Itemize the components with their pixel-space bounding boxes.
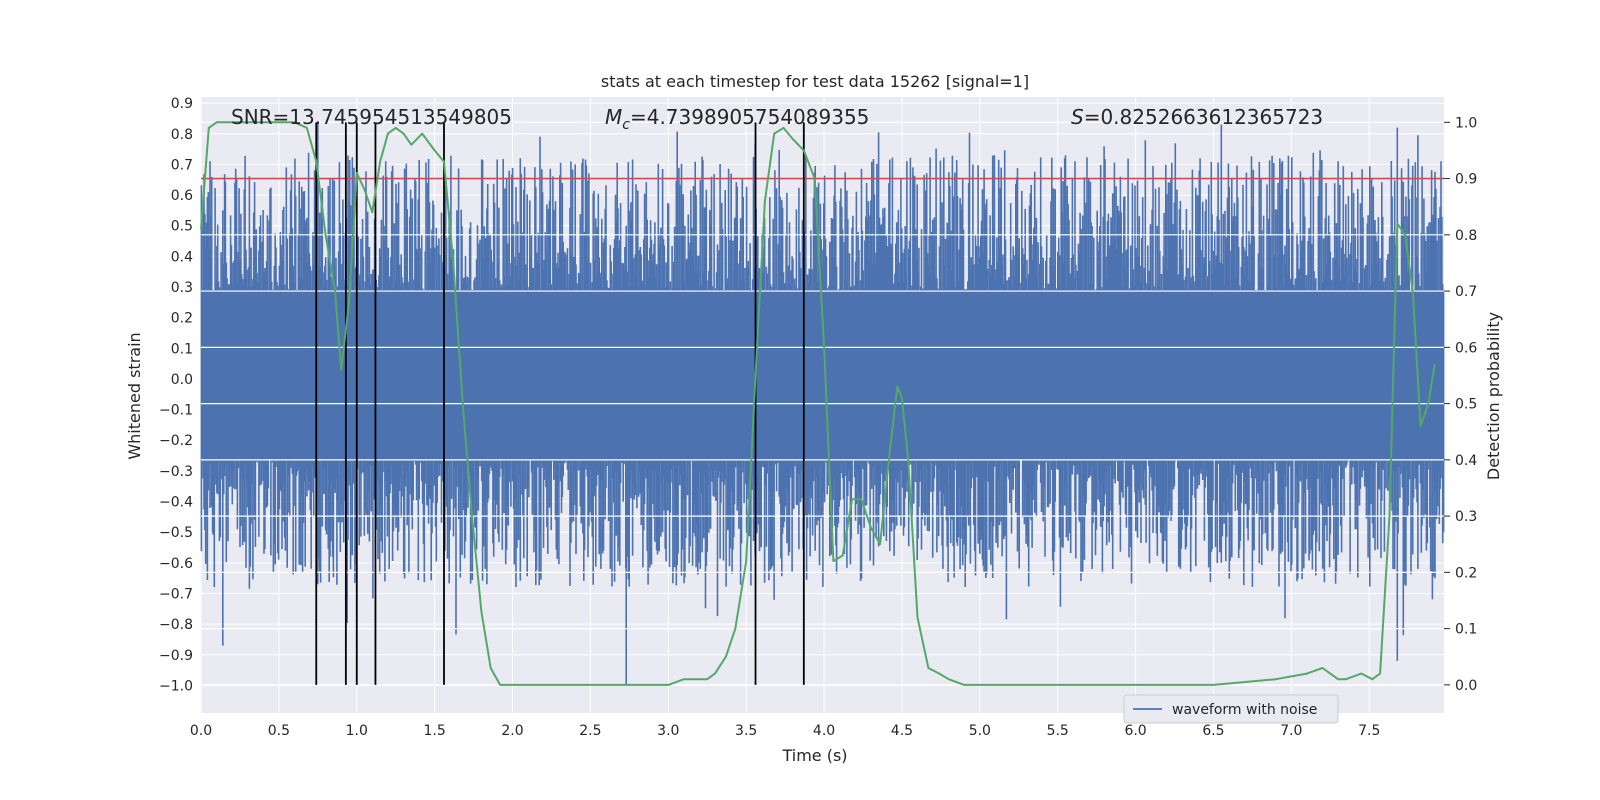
y2-tick-label: 0.8 [1455,228,1477,244]
y-tick-label: 0.7 [171,157,193,173]
y-tick-label: −1.0 [159,678,193,694]
x-tick-label: 1.0 [346,723,368,739]
y-tick-label: 0.1 [171,341,193,357]
x-tick-label: 5.0 [969,723,991,739]
legend: waveform with noise [1123,694,1339,724]
x-tick-label: 1.5 [424,723,446,739]
legend-label: waveform with noise [1172,702,1317,718]
y-tick-label: −0.4 [159,495,193,511]
chirp-mass-symbol: M [605,105,622,129]
y-tick-label: −0.8 [159,617,193,633]
s-symbol: S [1071,105,1084,129]
y-tick-label: 0.3 [171,280,193,296]
y2-tick-label: 0.1 [1455,622,1477,638]
snr-annotation: SNR=13.745954513549805 [231,105,512,129]
y-tick-label: 0.4 [171,249,193,265]
y-tick-label: 0.9 [171,96,193,112]
x-tick-label: 0.5 [268,723,290,739]
y2-tick-label: 0.2 [1455,565,1477,581]
x-axis-label: Time (s) [781,746,847,765]
chirp-mass-value: =4.7398905754089355 [630,105,869,129]
y-tick-label: 0.2 [171,311,193,327]
y2-tick-label: 0.7 [1455,284,1477,300]
y-axis-label: Whitened strain [125,332,144,459]
y2-tick-label: 0.5 [1455,397,1477,413]
y-tick-label: −0.2 [159,433,193,449]
x-tick-label: 4.0 [813,723,835,739]
y2-axis-ticks: 1.0 0.9 0.8 0.7 0.6 0.5 0.4 0.3 0.2 0.1 0.0 [1444,115,1477,694]
x-tick-label: 7.0 [1280,723,1302,739]
y2-tick-label: 1.0 [1455,115,1477,131]
x-tick-label: 0.0 [190,723,212,739]
y2-tick-label: 0.9 [1455,172,1477,188]
y-tick-label: 0.6 [171,188,193,204]
y2-tick-label: 0.4 [1455,453,1477,469]
detection-probability-series [200,121,1436,686]
y-tick-label: −0.5 [159,525,193,541]
x-tick-label: 3.0 [657,723,679,739]
y2-tick-label: 0.3 [1455,509,1477,525]
chirp-mass-annotation: Mc=4.7398905754089355 [605,105,869,133]
x-tick-label: 3.5 [735,723,757,739]
chirp-mass-subscript: c [622,117,630,133]
legend-box [1123,694,1339,724]
x-tick-label: 5.5 [1047,723,1069,739]
x-tick-label: 2.0 [501,723,523,739]
y2-tick-label: 0.6 [1455,340,1477,356]
chart-title: stats at each timestep for test data 152… [601,72,1029,91]
y-tick-label: −0.9 [159,648,193,664]
y-tick-label: −0.6 [159,556,193,572]
vertical-markers [315,122,805,685]
y-tick-label: 0.5 [171,219,193,235]
x-tick-label: 2.5 [579,723,601,739]
s-annotation: S=0.8252663612365723 [1071,105,1323,129]
y-tick-label: 0.0 [171,372,193,388]
y-tick-label: −0.3 [159,464,193,480]
detection-probability-line [200,121,1436,686]
x-tick-label: 4.5 [891,723,913,739]
s-value: =0.8252663612365723 [1084,105,1323,129]
y-tick-label: −0.1 [159,403,193,419]
y-axis-ticks: 0.9 0.8 0.7 0.6 0.5 0.4 0.3 0.2 0.1 0.0 −0.1 −0.2 −0… [159,96,193,694]
y2-tick-label: 0.0 [1455,678,1477,694]
y2-axis-label: Detection probability [1484,312,1503,480]
x-tick-label: 6.0 [1124,723,1146,739]
x-axis-ticks: 0.0 0.5 1.0 1.5 2.0 2.5 3.0 3.5 4.0 4.5 5.0 5.5 6.0 6… [190,723,1380,739]
y-tick-label: 0.8 [171,127,193,143]
y-tick-label: −0.7 [159,586,193,602]
x-tick-label: 7.5 [1358,723,1380,739]
x-tick-label: 6.5 [1202,723,1224,739]
